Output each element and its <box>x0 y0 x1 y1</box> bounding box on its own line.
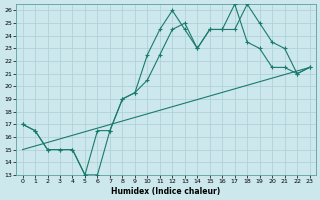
X-axis label: Humidex (Indice chaleur): Humidex (Indice chaleur) <box>111 187 221 196</box>
